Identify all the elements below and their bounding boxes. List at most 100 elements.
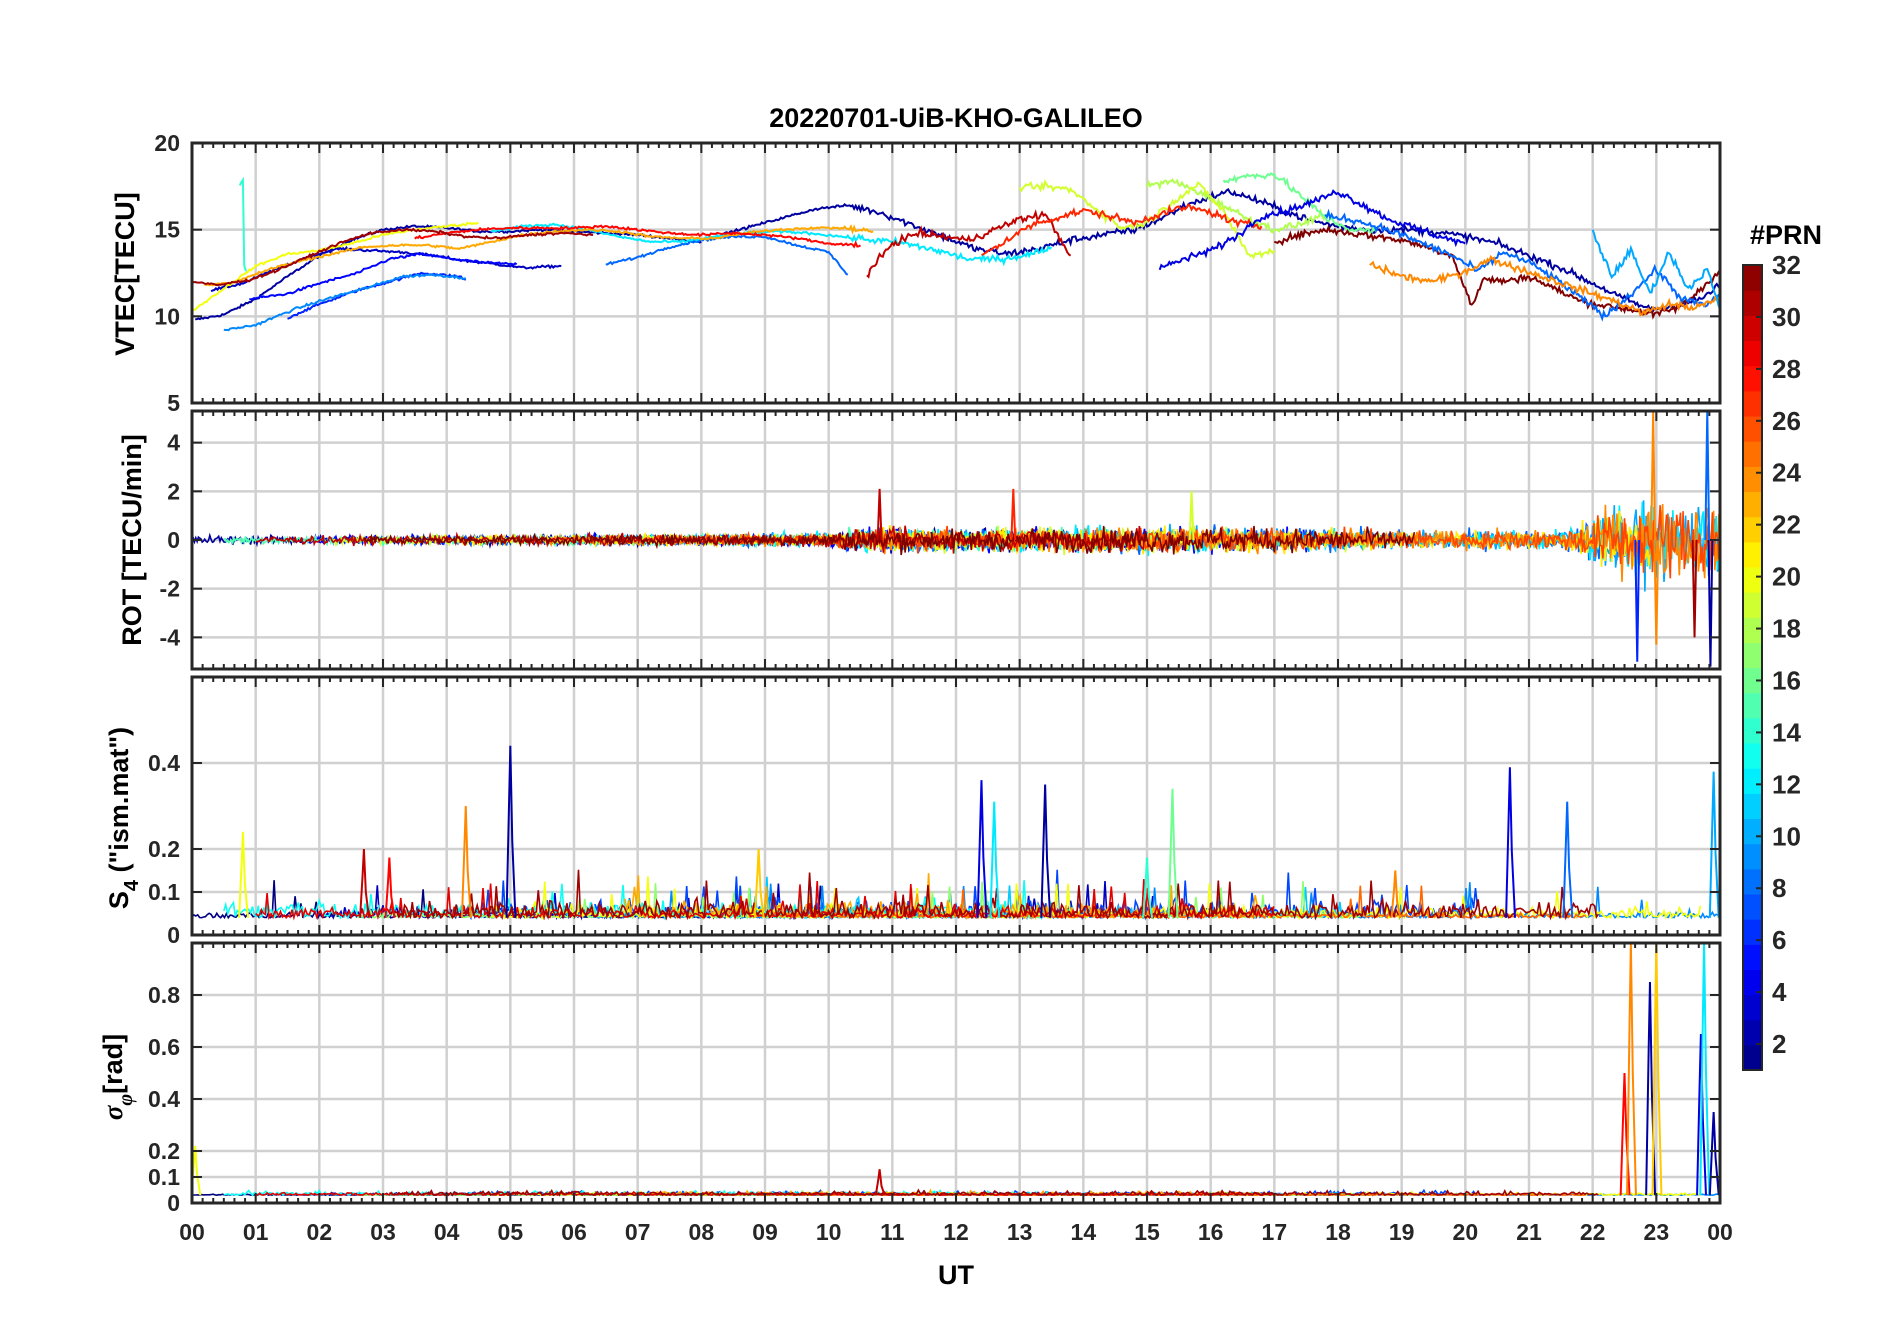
vtec-trace-prn-5: [249, 252, 518, 301]
colorbar-tick-label: 16: [1772, 665, 1801, 695]
s4-traces: [192, 745, 1720, 921]
sigma-label-rest: [rad]: [98, 1034, 128, 1094]
x-tick-label: 17: [1262, 1219, 1288, 1245]
sigma_phi-spike: [1651, 943, 1663, 1196]
colorbar-segment: [1743, 566, 1762, 593]
vtec-trace-prn-31: [192, 227, 594, 287]
rot-trace-prn-30: [255, 524, 1148, 554]
sigma_phi-y-tick-label: 0.6: [148, 1034, 180, 1060]
colorbar-segment: [1743, 315, 1762, 342]
colorbar-segment: [1743, 793, 1762, 820]
x-axis-label: UT: [938, 1260, 974, 1290]
colorbar-segment: [1743, 692, 1762, 719]
rot-spike: [1653, 539, 1660, 645]
colorbar-segment: [1743, 642, 1762, 669]
vtec-y-tick-label: 10: [154, 303, 180, 329]
x-tick-label: 00: [179, 1219, 205, 1245]
s4-y-tick-label: 0.1: [148, 879, 180, 905]
s4-spike: [1167, 788, 1179, 918]
vtec-trace-prn-19: [1018, 179, 1276, 260]
colorbar-segment: [1743, 617, 1762, 643]
colorbar-segment: [1743, 1019, 1762, 1046]
sigma_phi-spike: [874, 1169, 886, 1196]
s4-spike: [1390, 870, 1402, 919]
s4-spike: [1040, 784, 1052, 918]
svg-text:σφ[rad]: σφ[rad]: [98, 1034, 137, 1120]
figure-title: 20220701-UiB-KHO-GALILEO: [769, 103, 1143, 133]
panel-rot: -4 -2 0 2 4: [160, 409, 1722, 671]
s4-y-tick-label: 0: [167, 922, 180, 948]
s4-spike: [359, 848, 370, 918]
sigma_phi-trace-prn-31: [389, 1188, 1599, 1197]
colorbar-segment: [1743, 717, 1762, 744]
sigma_phi-traces: [192, 943, 1720, 1197]
colorbar-segment: [1743, 592, 1762, 618]
x-tick-label: 05: [498, 1219, 524, 1245]
panel-sigma_phi: 00.10.2 0.4 0.6 0.8: [148, 941, 1722, 1216]
x-tick-label: 20: [1453, 1219, 1479, 1245]
colorbar-segment: [1743, 742, 1762, 769]
sigma-axis-label: σφ[rad]: [98, 1034, 137, 1120]
rot-y-tick-label: -2: [160, 576, 180, 602]
rot-spike: [1707, 539, 1714, 667]
s4-spike: [1562, 801, 1574, 918]
vtec-trace-prn-18: [1146, 177, 1327, 234]
x-tick-label: 00: [1707, 1219, 1733, 1245]
vtec-y-tick-label: 5: [167, 390, 180, 416]
rot-y-tick-label: 4: [167, 430, 180, 456]
colorbar-tick-label: 30: [1772, 302, 1801, 332]
colorbar-segment: [1743, 843, 1762, 870]
colorbar-segment: [1743, 868, 1762, 895]
colorbar-segment: [1743, 466, 1762, 493]
colorbar-segment: [1743, 919, 1762, 945]
x-tick-label: 03: [370, 1219, 396, 1245]
vtec-trace-prn-9: [223, 272, 466, 332]
colorbar-tick-label: 8: [1772, 873, 1786, 903]
vtec-trace-prn-30: [866, 209, 1072, 279]
x-tick-label: 04: [434, 1219, 460, 1245]
x-tick-label: 10: [816, 1219, 842, 1245]
colorbar-segment: [1743, 893, 1762, 920]
s4-label-main: S: [104, 891, 134, 909]
colorbar-tick-label: 4: [1772, 977, 1787, 1007]
rot-spike: [876, 488, 883, 541]
colorbar-tick-label: 20: [1772, 562, 1801, 592]
x-tick-label: 08: [689, 1219, 715, 1245]
sigma_phi-spike: [1708, 1111, 1720, 1196]
colorbar-segment: [1743, 541, 1762, 568]
rot-spike: [1634, 539, 1641, 662]
colorbar-tick-label: 28: [1772, 354, 1801, 384]
vtec-trace-prn-8: [1324, 208, 1720, 322]
x-tick-label: 15: [1134, 1219, 1160, 1245]
colorbar-tick-label: 12: [1772, 769, 1801, 799]
rot-spike: [1650, 411, 1657, 541]
colorbar-frame: [1742, 264, 1763, 1071]
sigma_phi-y-tick-label: 0.1: [148, 1164, 180, 1190]
vtec-trace-prn-10: [1591, 229, 1720, 310]
s4-spike: [1708, 771, 1720, 918]
s4-spike: [384, 857, 396, 918]
s4-spike: [238, 831, 250, 918]
colorbar-label: #PRN: [1750, 220, 1822, 250]
colorbar-segment: [1743, 818, 1762, 845]
vtec-traces: [192, 171, 1720, 332]
vtec-trace-prn-14: [238, 176, 248, 272]
rot-spike: [1691, 539, 1698, 638]
rot-axis-label: ROT [TECU/min]: [117, 434, 147, 645]
rot-y-tick-label: 2: [167, 478, 180, 504]
sigma_phi-y-tick-label: 0.8: [148, 982, 180, 1008]
sigma_phi-y-tick-label: 0.2: [148, 1138, 180, 1164]
colorbar-segment: [1743, 441, 1762, 467]
s4-trace-prn-31: [389, 869, 1600, 921]
panel-vtec: 5 10 15 20: [154, 130, 1722, 416]
x-tick-label: 07: [625, 1219, 651, 1245]
s4-spike: [1505, 767, 1516, 918]
sigma_phi-y-tick-label: 0.4: [148, 1086, 180, 1112]
x-tick-label: 13: [1007, 1219, 1033, 1245]
s4-spike: [505, 745, 517, 918]
x-tick-label: 14: [1071, 1219, 1097, 1245]
sigma_phi-spike: [1696, 1033, 1707, 1196]
vtec-trace-prn-16: [1222, 171, 1377, 236]
